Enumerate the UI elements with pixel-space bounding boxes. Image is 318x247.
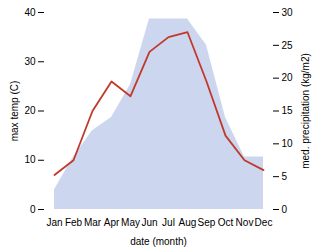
svg-text:Oct: Oct [218, 217, 234, 228]
svg-text:Feb: Feb [65, 217, 83, 228]
svg-text:med. precipitation (kg/m2): med. precipitation (kg/m2) [300, 53, 311, 169]
svg-text:Jan: Jan [46, 217, 62, 228]
svg-text:30: 30 [282, 7, 294, 18]
svg-text:Dec: Dec [255, 217, 273, 228]
svg-text:Mar: Mar [84, 217, 102, 228]
svg-text:10: 10 [282, 138, 294, 149]
svg-text:May: May [121, 217, 140, 228]
svg-text:0: 0 [30, 204, 36, 215]
svg-text:25: 25 [282, 40, 294, 51]
svg-text:20: 20 [24, 105, 36, 116]
svg-text:0: 0 [282, 204, 288, 215]
svg-text:Apr: Apr [104, 217, 120, 228]
svg-text:Sep: Sep [198, 217, 216, 228]
svg-text:40: 40 [24, 7, 36, 18]
svg-text:Aug: Aug [179, 217, 197, 228]
svg-text:5: 5 [282, 171, 288, 182]
svg-text:Jul: Jul [162, 217, 175, 228]
svg-text:30: 30 [24, 56, 36, 67]
svg-text:15: 15 [282, 105, 294, 116]
svg-text:date (month): date (month) [130, 236, 187, 247]
svg-text:10: 10 [24, 154, 36, 165]
svg-text:max temp (C): max temp (C) [9, 81, 20, 142]
svg-text:20: 20 [282, 72, 294, 83]
svg-text:Jun: Jun [141, 217, 157, 228]
svg-text:Nov: Nov [236, 217, 254, 228]
